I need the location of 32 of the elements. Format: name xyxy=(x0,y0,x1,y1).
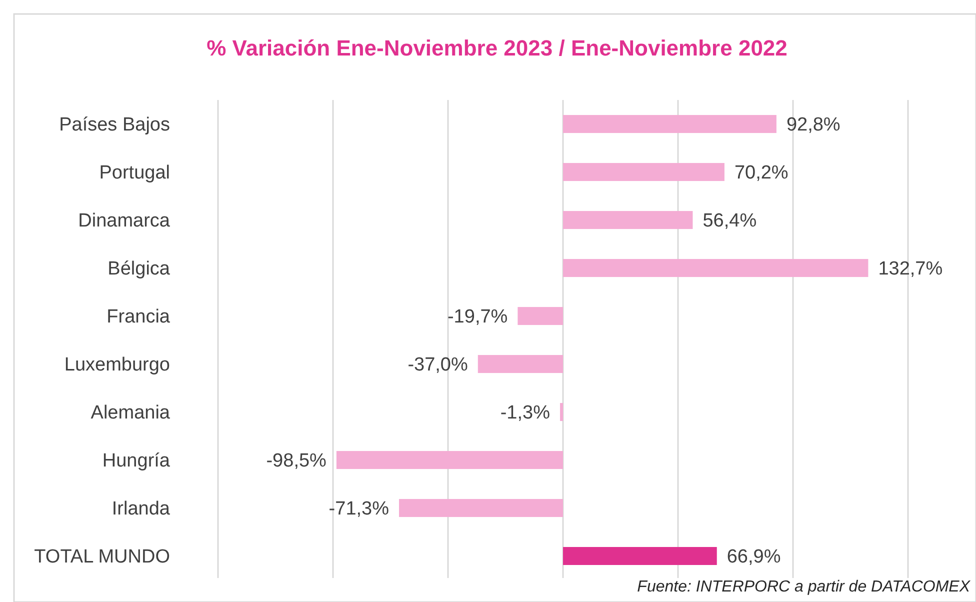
y-tick-label: Bélgica xyxy=(108,258,170,280)
bar xyxy=(478,355,563,373)
y-tick-label: Hungría xyxy=(102,450,170,472)
y-tick-label: Alemania xyxy=(90,402,170,424)
y-tick-label: Dinamarca xyxy=(78,210,170,232)
data-label: 66,9% xyxy=(726,546,781,568)
y-tick-label: Países Bajos xyxy=(59,114,170,136)
y-tick-label: TOTAL MUNDO xyxy=(34,546,170,568)
bar xyxy=(336,451,563,469)
data-label: -37,0% xyxy=(408,354,468,376)
data-label: -98,5% xyxy=(266,450,327,472)
data-label: 70,2% xyxy=(734,162,788,184)
bar xyxy=(399,499,563,517)
data-label: 56,4% xyxy=(702,210,757,232)
data-label: -1,3% xyxy=(500,402,550,424)
bar xyxy=(563,163,724,181)
bar xyxy=(563,115,776,133)
data-label: -19,7% xyxy=(447,306,508,328)
y-tick-label: Irlanda xyxy=(112,498,170,520)
bar xyxy=(563,211,693,229)
y-tick-label: Portugal xyxy=(99,162,170,184)
data-label: -71,3% xyxy=(328,498,390,520)
chart-title: % Variación Ene-Noviembre 2023 / Ene-Noviembre 2022 xyxy=(206,36,788,61)
bar xyxy=(560,403,563,421)
bar xyxy=(563,547,717,565)
bar xyxy=(518,307,563,325)
data-label: 132,7% xyxy=(878,258,943,280)
source-note: Fuente: INTERPORC a partir de DATACOMEX xyxy=(637,578,972,596)
bar xyxy=(563,259,868,277)
y-tick-label: Francia xyxy=(106,306,170,328)
data-label: 92,8% xyxy=(786,114,840,136)
y-tick-label: Luxemburgo xyxy=(64,354,170,376)
